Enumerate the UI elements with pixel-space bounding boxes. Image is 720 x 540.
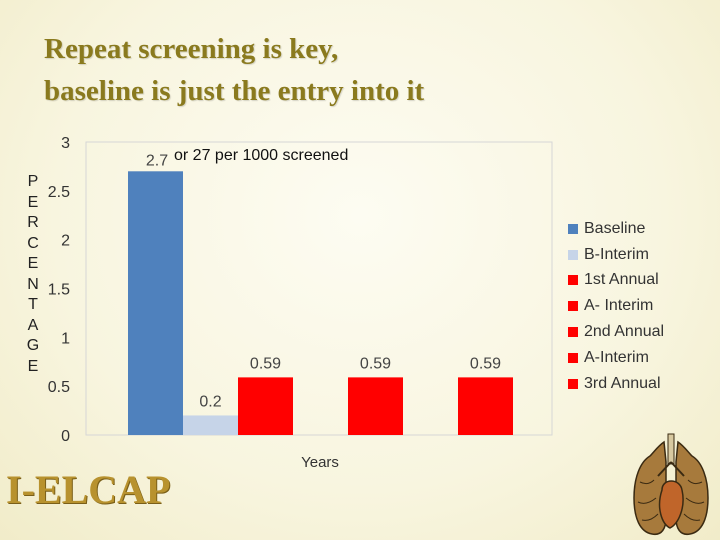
legend-swatch [568, 275, 578, 286]
plot-area [85, 141, 553, 436]
y-tick-label: 3 [61, 135, 70, 152]
legend-swatch [568, 327, 578, 338]
legend-item: 3rd Annual [568, 371, 664, 397]
ielcap-logo: I-ELCAP [6, 467, 171, 512]
legend-item: B-Interim [568, 242, 664, 268]
bar-1st-annual [238, 377, 293, 435]
data-label: 0.59 [360, 355, 391, 372]
legend-swatch [568, 378, 578, 389]
legend-item: 1st Annual [568, 268, 664, 294]
legend-label: 2nd Annual [584, 323, 665, 341]
legend-label: A- Interim [584, 297, 654, 315]
y-axis-title-letter: R [27, 214, 39, 231]
y-axis-title-letter: A [27, 316, 39, 334]
y-tick-label: 1 [61, 330, 70, 347]
title-line-2: baseline is just the entry into it [44, 75, 425, 107]
legend-item: Baseline [568, 216, 664, 242]
data-label: 0.59 [470, 355, 501, 372]
y-tick-label: 2.5 [48, 184, 70, 201]
legend-swatch [568, 223, 578, 234]
x-axis-title: Years [301, 454, 339, 471]
bar-b-interim [183, 415, 238, 435]
y-tick-label: 0 [61, 428, 70, 445]
y-axis-title-letter: T [28, 296, 38, 313]
chart-legend: Baseline B-Interim 1st Annual A- Interim 2nd… [568, 216, 664, 397]
data-label: 0.59 [250, 355, 281, 372]
y-axis-title-letter: G [26, 337, 40, 354]
title-line-1: Repeat screening is key, [44, 33, 339, 65]
legend-label: 1st Annual [584, 271, 659, 289]
bar-3rd-annual [458, 377, 513, 435]
y-tick-label: 1.5 [48, 282, 70, 299]
legend-item: A- Interim [568, 293, 664, 319]
data-label: 0.2 [199, 393, 221, 410]
bar-2nd-annual [348, 377, 403, 435]
baseline-annotation: or 27 per 1000 screened [174, 147, 348, 164]
legend-swatch [568, 301, 578, 312]
y-tick-label: 2 [61, 233, 70, 250]
y-tick-label: 0.5 [48, 379, 70, 396]
slide-title: Repeat screening is key, baseline is jus… [44, 28, 604, 112]
y-axis-title-letter: E [27, 255, 39, 272]
y-axis-title-letter: E [27, 193, 39, 211]
y-axis-title-letter: E [27, 357, 39, 375]
y-axis-title-letter: P [27, 173, 39, 190]
data-label: 2.7 [146, 152, 168, 169]
y-axis-title-letter: C [27, 234, 39, 252]
legend-label: 3rd Annual [584, 374, 661, 392]
legend-label: B-Interim [584, 245, 649, 263]
legend-swatch [568, 352, 578, 363]
legend-label: A-Interim [584, 348, 649, 366]
bar-baseline [128, 171, 183, 436]
lungs-heart-icon [633, 433, 709, 536]
legend-item: 2nd Annual [568, 319, 664, 345]
legend-swatch [568, 249, 578, 260]
y-axis-title-letter: N [27, 275, 39, 293]
legend-label: Baseline [584, 219, 646, 237]
legend-item: A-Interim [568, 345, 664, 371]
